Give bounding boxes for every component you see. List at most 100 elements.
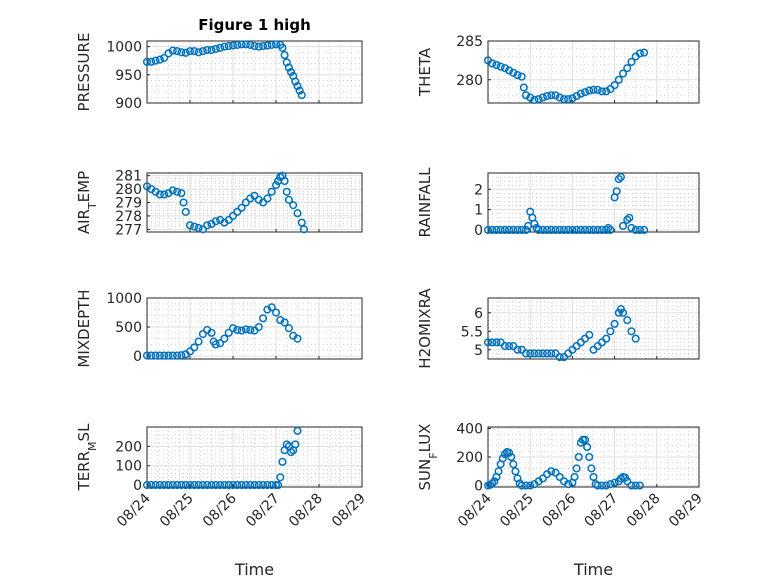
subplot-5: 0 500 1000 MIXDEPTH xyxy=(75,289,363,368)
data-point xyxy=(190,47,199,56)
data-point xyxy=(572,464,581,473)
data-point xyxy=(496,62,505,71)
data-point xyxy=(572,91,581,101)
data-point xyxy=(267,40,276,49)
data-point xyxy=(585,452,594,462)
data-point xyxy=(597,87,606,96)
data-point xyxy=(282,440,291,449)
data-point xyxy=(190,343,199,352)
data-point xyxy=(610,319,619,328)
y-axis-label-main: AIR xyxy=(75,209,93,234)
data-point xyxy=(488,225,497,235)
data-point xyxy=(194,223,203,233)
y-tick-label: 900 xyxy=(115,96,142,112)
y-axis-label: SUNFLUX xyxy=(416,424,440,491)
data-point xyxy=(179,198,188,207)
data-point xyxy=(241,198,250,207)
y-axis-label-main: SUN xyxy=(416,459,434,491)
data-point xyxy=(155,55,164,64)
subplot-6: 5 5.5 6 H2OMIXRA xyxy=(416,288,700,369)
data-point xyxy=(177,351,186,360)
data-point xyxy=(259,481,268,490)
y-tick-label: 200 xyxy=(115,439,142,455)
data-point xyxy=(237,203,246,212)
data-point xyxy=(534,225,543,235)
data-point xyxy=(233,207,242,216)
data-point xyxy=(224,42,233,51)
data-point xyxy=(207,45,216,55)
y-tick-label: 200 xyxy=(456,450,483,466)
data-point xyxy=(574,452,583,462)
y-tick-label: 5.5 xyxy=(461,324,483,340)
axes-frame xyxy=(487,172,700,233)
data-point xyxy=(496,225,505,235)
data-point xyxy=(284,324,293,333)
data-point xyxy=(280,51,289,60)
subplot-4: 0 1 2 RAINFALL xyxy=(416,167,700,239)
data-point xyxy=(521,225,531,235)
data-point xyxy=(168,481,177,490)
data-point xyxy=(228,211,238,220)
data-point xyxy=(203,481,212,490)
data-point xyxy=(271,181,281,190)
data-point xyxy=(513,345,522,354)
data-point xyxy=(568,94,577,103)
data-point xyxy=(284,195,293,204)
data-point xyxy=(173,351,182,360)
x-tick-label: 08/24 xyxy=(114,490,154,530)
data-point xyxy=(241,40,250,49)
data-point xyxy=(521,91,531,100)
x-tick-label: 08/29 xyxy=(666,491,706,531)
data-point xyxy=(276,473,285,482)
y-tick-label: 500 xyxy=(115,320,142,336)
data-point xyxy=(147,481,156,490)
data-point xyxy=(203,221,212,230)
x-tick-label: 08/26 xyxy=(539,490,579,530)
data-point xyxy=(593,85,602,94)
data-point xyxy=(505,342,514,351)
x-tick-label: 08/28 xyxy=(624,491,664,531)
data-point xyxy=(635,481,644,490)
data-point xyxy=(623,477,632,486)
data-point xyxy=(585,225,594,235)
data-point xyxy=(640,225,649,235)
data-point xyxy=(254,481,263,490)
data-point xyxy=(211,217,220,226)
data-point xyxy=(168,46,177,55)
data-point xyxy=(216,43,225,52)
data-point xyxy=(559,225,569,235)
data-point xyxy=(168,351,177,360)
data-point xyxy=(521,349,531,358)
data-point xyxy=(203,45,212,55)
data-point xyxy=(198,47,207,56)
data-point xyxy=(612,187,621,196)
data-point xyxy=(246,481,255,490)
data-point xyxy=(593,225,602,235)
x-tick-label: 08/25 xyxy=(497,491,537,531)
data-point xyxy=(555,93,564,102)
data-point xyxy=(538,474,547,483)
data-point xyxy=(297,91,306,100)
data-point xyxy=(614,75,623,84)
data-point xyxy=(194,48,203,57)
data-point xyxy=(274,481,283,490)
data-point xyxy=(494,467,503,476)
data-point xyxy=(547,349,556,358)
data-point xyxy=(295,86,304,95)
data-point xyxy=(517,72,526,81)
data-point xyxy=(246,325,255,335)
data-point xyxy=(160,53,169,62)
subplot-8: 0 200 400 08/24 08/25 08/26 08/27 08/28 08/29 Tim… xyxy=(416,421,706,579)
data-point xyxy=(237,40,246,49)
data-point xyxy=(177,189,186,198)
data-point xyxy=(237,481,246,490)
plot-area xyxy=(146,297,363,360)
data-point xyxy=(276,316,285,325)
data-point xyxy=(147,351,156,360)
data-point xyxy=(173,47,182,56)
data-point xyxy=(173,187,182,196)
data-point xyxy=(616,173,625,182)
data-point xyxy=(259,314,268,323)
data-point xyxy=(254,42,263,51)
data-point xyxy=(233,40,242,49)
